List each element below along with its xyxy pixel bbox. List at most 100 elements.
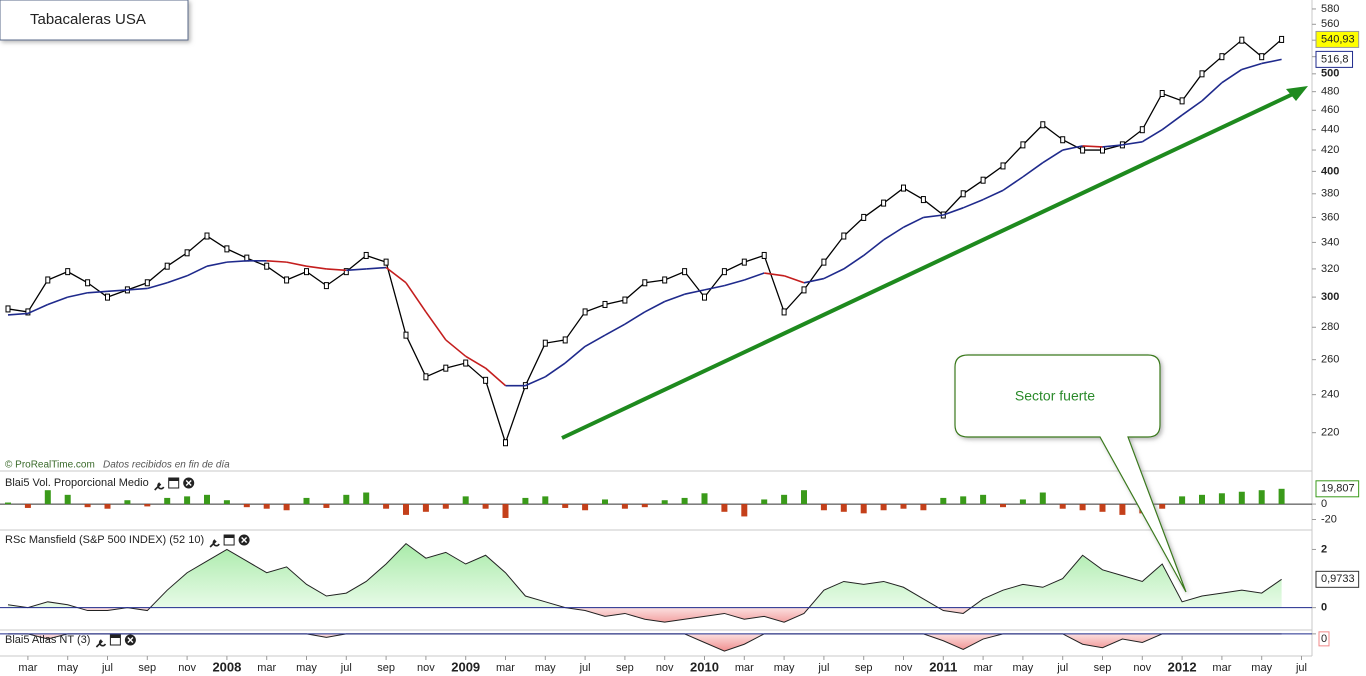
price-candle (144, 279, 150, 287)
moving-average (47, 296, 68, 306)
moving-average (525, 376, 546, 387)
bar (64, 494, 71, 505)
bar (1000, 504, 1006, 508)
title-box (0, 0, 189, 41)
bar (1099, 504, 1106, 512)
panel-title: Blai5 Atlas NT (3) (5, 634, 90, 646)
moving-average (67, 291, 88, 298)
price-candle (383, 258, 389, 266)
x-tick-label: 2008 (212, 659, 241, 674)
bar (761, 499, 768, 505)
y-tick-label: 320 (1321, 263, 1339, 275)
close-x (185, 480, 192, 486)
y-tick-label: 260 (1321, 354, 1339, 366)
bar (522, 497, 529, 505)
x-tick-label: nov (417, 662, 435, 674)
price-candle (741, 258, 747, 266)
panel-icons (154, 477, 195, 491)
bar (1218, 493, 1225, 505)
bar (1199, 494, 1205, 505)
x-tick-label: nov (895, 662, 913, 674)
x-tick-label: 2011 (929, 659, 957, 674)
moving-average (664, 293, 685, 303)
value-label: 540,93 (1321, 33, 1355, 45)
price-candle (463, 359, 469, 367)
moving-average (1082, 145, 1103, 148)
x-tick-label: 2010 (690, 659, 719, 674)
moving-average (485, 367, 507, 387)
bar (721, 504, 728, 512)
y-tick-label: 420 (1321, 144, 1339, 156)
moving-average (624, 311, 646, 325)
price-candle (821, 258, 827, 266)
bar (1258, 490, 1265, 505)
moving-average (1221, 68, 1243, 84)
x-tick-label: mar (974, 662, 993, 674)
moving-average (903, 216, 924, 228)
moving-average (564, 345, 586, 364)
bar (5, 502, 11, 505)
x-tick-label: sep (138, 662, 156, 674)
bar (482, 504, 489, 509)
panel-icons (209, 534, 250, 548)
x-tick-label: mar (257, 662, 276, 674)
bar (24, 504, 31, 508)
y-tick-label: -20 (1321, 513, 1337, 525)
moving-average (962, 198, 984, 209)
price-candle (542, 339, 548, 347)
bar (502, 504, 509, 518)
moving-average (127, 287, 148, 291)
x-tick-label: mar (496, 662, 515, 674)
x-tick-label: nov (1133, 662, 1151, 674)
x-tick-label: jul (817, 662, 829, 674)
price-candle (1139, 126, 1145, 134)
bar (1238, 491, 1245, 505)
moving-average (306, 265, 327, 270)
price-candle (363, 251, 369, 259)
price-candle (702, 293, 707, 301)
moving-average (823, 268, 845, 280)
price-candle (45, 276, 51, 284)
y-tick-label: 500 (1321, 68, 1339, 80)
moving-average (1122, 141, 1143, 146)
bar (403, 504, 409, 515)
price-candle (801, 286, 807, 294)
price-candle (343, 268, 349, 276)
price-candle (284, 276, 290, 284)
value-label-box (1315, 50, 1354, 68)
price-candle (65, 268, 71, 276)
price-candle (304, 268, 309, 276)
x-tick-label: jul (1295, 662, 1307, 674)
bar (960, 496, 967, 505)
moving-average (326, 268, 347, 272)
bar (84, 504, 91, 508)
bar (243, 504, 250, 508)
price-candle (861, 213, 867, 221)
moving-average (1022, 162, 1044, 178)
price-candle (1179, 97, 1185, 105)
value-label: 516,8 (1321, 53, 1349, 65)
price-candle (1060, 136, 1066, 144)
bar (860, 504, 867, 514)
x-tick-label: jul (340, 662, 352, 674)
x-tick-label: nov (656, 662, 674, 674)
moving-average (544, 362, 566, 378)
moving-average (405, 282, 427, 313)
bar (263, 504, 270, 509)
price-candle (721, 268, 727, 276)
bar (303, 497, 310, 505)
price-candle (781, 308, 787, 316)
price-candle (662, 276, 668, 284)
y-tick-label: 580 (1321, 3, 1339, 15)
bar (1019, 499, 1026, 505)
bar (602, 499, 608, 505)
moving-average (764, 272, 785, 277)
moving-average (1141, 129, 1163, 143)
bar (621, 504, 628, 509)
price-candle (1259, 53, 1265, 61)
x-tick-label: 2009 (451, 659, 480, 674)
wrench-icon (209, 539, 220, 548)
price-candle (5, 305, 11, 313)
bar (1278, 488, 1285, 505)
bar (223, 500, 230, 505)
